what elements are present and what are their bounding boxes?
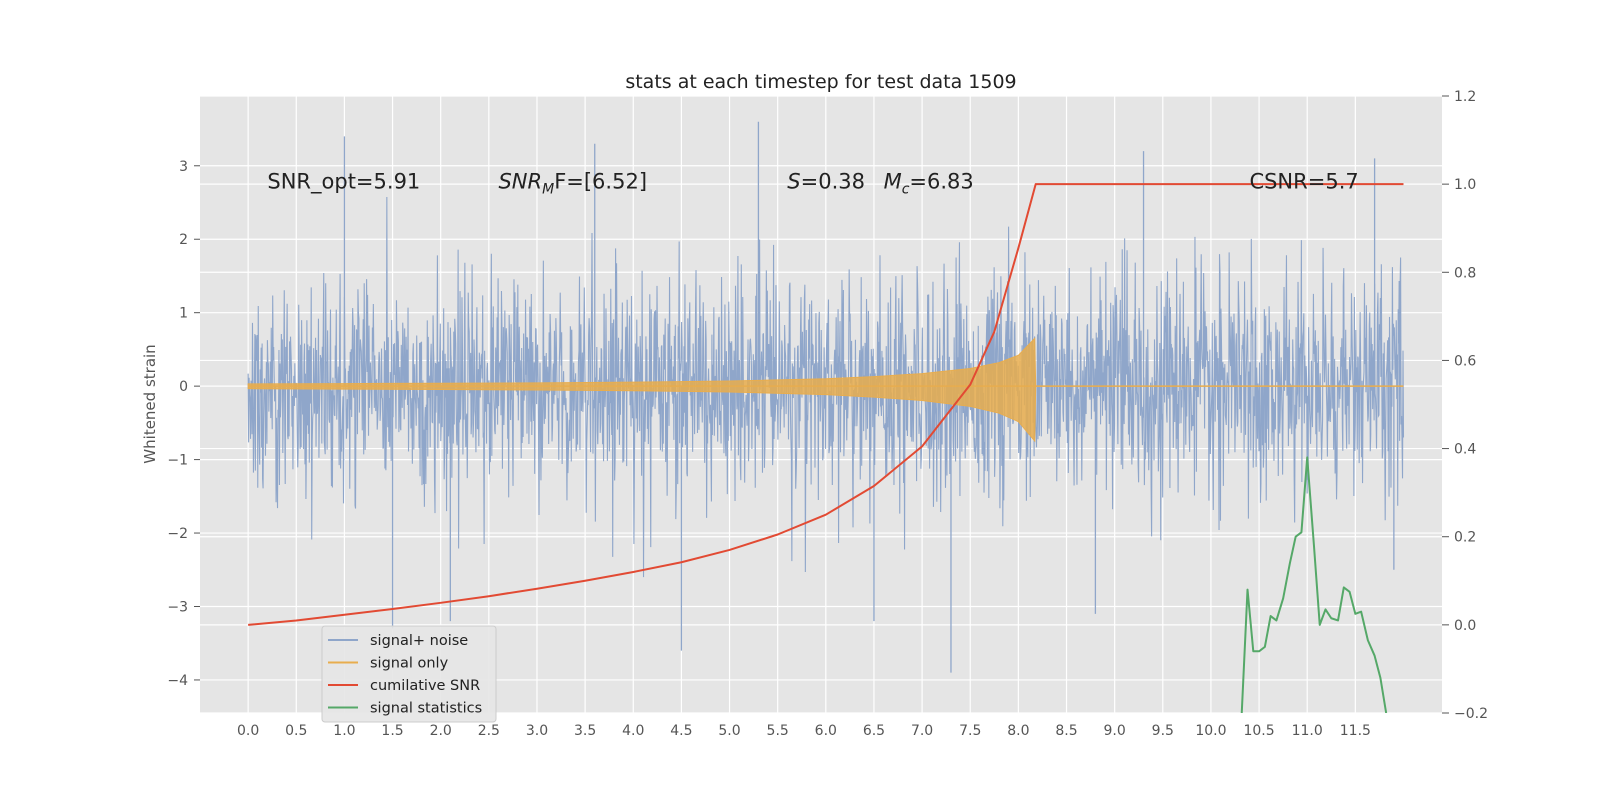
- x-tick-label: 2.0: [430, 723, 452, 739]
- y2-tick-label: 0.0: [1454, 618, 1476, 634]
- x-tick-label: 10.0: [1195, 723, 1226, 739]
- x-tick-label: 8.0: [1007, 723, 1029, 739]
- series-signal-plus-noise: [247, 121, 1405, 673]
- y-tick-label: 2: [179, 232, 188, 248]
- y2-tick-label: 0.2: [1454, 530, 1476, 546]
- legend-label: signal+ noise: [370, 633, 468, 649]
- series-cumulative-snr: [248, 183, 1404, 626]
- x-tick-label: 6.0: [815, 723, 837, 739]
- x-tick-label: 3.0: [526, 723, 548, 739]
- x-tick-label: 4.5: [670, 723, 692, 739]
- x-tick-label: 1.5: [381, 723, 403, 739]
- y-tick-label: −4: [167, 673, 188, 689]
- x-tick-label: 8.5: [1055, 723, 1077, 739]
- x-tick-label: 7.0: [911, 723, 933, 739]
- series-signal-only: [247, 337, 1404, 443]
- x-tick-label: 5.5: [767, 723, 789, 739]
- x-tick-label: 5.0: [718, 723, 740, 739]
- x-tick-label: 10.5: [1243, 723, 1274, 739]
- plot-area: [247, 121, 1405, 713]
- annotations: SNR_opt=5.91 SNRMF=[6.52] S=0.38 Mc=6.83 CSN…: [267, 169, 1358, 197]
- x-tick-label: 7.5: [959, 723, 981, 739]
- legend-label: signal statistics: [370, 701, 482, 717]
- x-tick-label: 2.5: [478, 723, 500, 739]
- y-tick-label: 3: [179, 159, 188, 175]
- annotation-text: CSNR=5.7: [1249, 169, 1358, 193]
- signal-statistics-line: [1240, 456, 1388, 713]
- annotation-text: Mc=6.83: [884, 169, 974, 197]
- x-tick-label: 6.5: [863, 723, 885, 739]
- x-tick-label: 11.5: [1340, 723, 1371, 739]
- y-tick-label: 0: [179, 379, 188, 395]
- y2-tick-label: 1.2: [1454, 89, 1476, 105]
- legend-box: [321, 625, 497, 723]
- y-tick-label: 1: [179, 306, 188, 322]
- annotation-text: SNR_opt=5.91: [267, 169, 420, 194]
- x-tick-label: 11.0: [1292, 723, 1323, 739]
- x-tick-label: 3.5: [574, 723, 596, 739]
- y2-tick-label: 0.4: [1454, 442, 1476, 458]
- y-tick-label: −2: [167, 526, 188, 542]
- series-signal-statistics: [1240, 456, 1388, 713]
- x-tick-label: 0.0: [237, 723, 259, 739]
- legend: signal+ noise signal only cumilative SNR si…: [321, 625, 497, 723]
- legend-label: cumilative SNR: [370, 678, 480, 694]
- annotation-text: S=0.38: [787, 169, 865, 193]
- y2-tick-label: −0.2: [1454, 706, 1488, 722]
- y-tick-label: −3: [167, 599, 188, 615]
- x-tick-label: 9.0: [1104, 723, 1126, 739]
- legend-label: signal only: [370, 656, 449, 672]
- y2-tick-label: 1.0: [1454, 177, 1476, 193]
- x-tick-label: 0.5: [285, 723, 307, 739]
- y-tick-label: −1: [167, 453, 188, 469]
- y2-tick-label: 0.6: [1454, 353, 1476, 369]
- annotation-text: SNRMF=[6.52]: [498, 169, 647, 197]
- x-tick-label: 4.0: [622, 723, 644, 739]
- chart-title: stats at each timestep for test data 150…: [625, 71, 1016, 93]
- signal-plus-noise-line: [247, 196, 1405, 578]
- y-axis-right: 1.2 1.0 0.8 0.6 0.4 0.2 0.0 −0.2: [1442, 89, 1488, 722]
- y2-tick-label: 0.8: [1454, 265, 1476, 281]
- cumulative-snr-line: [248, 183, 1404, 626]
- x-tick-label: 9.5: [1152, 723, 1174, 739]
- x-tick-label: 1.0: [333, 723, 355, 739]
- y-axis-title: Whitened strain: [141, 344, 159, 463]
- y-axis-left: 3 2 1 0 −1 −2 −3 −4: [167, 159, 200, 689]
- x-axis: 0.0 0.5 1.0 1.5 2.0 2.5 3.0 3.5 4.0 4.5 5.0 5.5 6.0 6…: [237, 723, 1371, 739]
